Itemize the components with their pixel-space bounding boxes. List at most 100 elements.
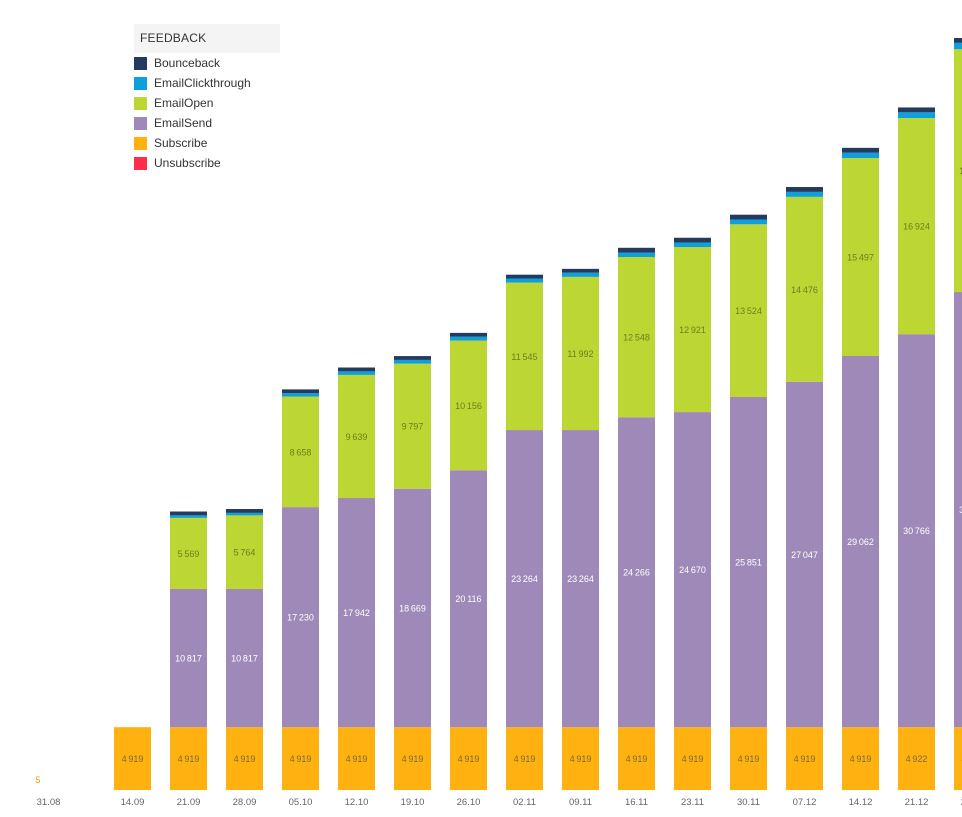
bar-segment-emailsend[interactable]	[338, 498, 375, 728]
bar-segment-subscribe[interactable]	[282, 727, 319, 790]
bar-segment-emailopen[interactable]	[730, 224, 767, 398]
bar-segment-emailopen[interactable]	[898, 118, 935, 335]
legend-item-emailopen[interactable]: EmailOpen	[134, 93, 280, 113]
x-tick-label: 26.10	[457, 797, 481, 808]
bar-segment-bounceback[interactable]	[506, 274, 543, 279]
bar-segment-bounceback[interactable]	[618, 247, 655, 253]
bar-segment-emailopen[interactable]	[674, 247, 711, 413]
bar-segment-emailopen[interactable]	[338, 374, 375, 499]
bar-segment-emailsend[interactable]	[282, 507, 319, 728]
bar-segment-emailsend[interactable]	[450, 470, 487, 728]
bar-segment-emailclickthrough[interactable]	[506, 278, 543, 283]
bar-segment-emailsend[interactable]	[730, 397, 767, 728]
legend-item-emailsend[interactable]: EmailSend	[134, 113, 280, 133]
x-tick-label: 28.12	[961, 797, 962, 808]
x-tick-label: 09.11	[569, 797, 592, 808]
bar-segment-emailsend[interactable]	[562, 430, 599, 728]
bar-segment-subscribe[interactable]	[170, 727, 207, 790]
bar-segment-bounceback[interactable]	[730, 214, 767, 220]
bar-segment-emailclickthrough[interactable]	[394, 359, 431, 364]
bar-segment-bounceback[interactable]	[898, 107, 935, 113]
bar-segment-bounceback[interactable]	[786, 187, 823, 192]
bar-segment-bounceback[interactable]	[394, 356, 431, 360]
bar-segment-subscribe[interactable]	[842, 727, 879, 790]
bar-segment-emailsend[interactable]	[506, 430, 543, 728]
bar-segment-subscribe[interactable]	[338, 727, 375, 790]
bar-segment-emailopen[interactable]	[170, 517, 207, 590]
bar-segment-emailsend[interactable]	[786, 381, 823, 728]
bar-segment-subscribe[interactable]	[562, 727, 599, 790]
bar-segment-emailopen[interactable]	[618, 256, 655, 418]
bar-segment-emailopen[interactable]	[506, 282, 543, 431]
bar-segment-emailclickthrough[interactable]	[170, 515, 207, 518]
bar-segment-emailsend[interactable]	[674, 412, 711, 728]
data-label-subscribe: 4 919	[458, 754, 480, 764]
bar-segment-bounceback[interactable]	[450, 332, 487, 337]
bar-segment-emailopen[interactable]	[562, 276, 599, 431]
bar-segment-emailsend[interactable]	[170, 589, 207, 728]
bar-segment-subscribe[interactable]	[730, 727, 767, 790]
x-tick-label: 05.10	[289, 797, 313, 808]
bar-segment-subscribe[interactable]	[394, 727, 431, 790]
bar-segment-subscribe[interactable]	[114, 727, 151, 790]
bar-segment-emailsend[interactable]	[226, 589, 263, 728]
data-label-emailopen: 13 524	[735, 306, 762, 316]
bar-segment-subscribe[interactable]	[954, 727, 962, 790]
legend-item-subscribe[interactable]: Subscribe	[134, 133, 280, 153]
bar-segment-bounceback[interactable]	[562, 268, 599, 273]
bar-segment-emailsend[interactable]	[618, 417, 655, 728]
bar-segment-emailclickthrough[interactable]	[338, 371, 375, 375]
bar-segment-emailclickthrough[interactable]	[674, 242, 711, 248]
bar-segment-emailopen[interactable]	[954, 49, 962, 293]
data-label-subscribe: 4 919	[178, 754, 200, 764]
bar-segment-emailsend[interactable]	[954, 292, 962, 728]
bar-segment-emailclickthrough[interactable]	[450, 336, 487, 341]
data-label-subscribe: 4 919	[682, 754, 704, 764]
bar-segment-emailopen[interactable]	[450, 340, 487, 471]
bar-segment-emailclickthrough[interactable]	[730, 219, 767, 225]
bar-segment-subscribe[interactable]	[786, 727, 823, 790]
bar-segment-emailopen[interactable]	[786, 196, 823, 382]
legend-item-unsubscribe[interactable]: Unsubscribe	[134, 153, 280, 173]
bar-segment-emailsend[interactable]	[842, 356, 879, 728]
bar-segment-subscribe[interactable]	[226, 727, 263, 790]
bar-segment-subscribe[interactable]	[898, 727, 935, 790]
bar-segment-emailclickthrough[interactable]	[786, 191, 823, 197]
bar-segment-bounceback[interactable]	[338, 367, 375, 372]
data-label-subscribe: 4 919	[402, 754, 424, 764]
data-label-emailsend: 24 266	[623, 568, 650, 578]
bar-segment-bounceback[interactable]	[170, 511, 207, 516]
bar-segment-subscribe[interactable]	[674, 727, 711, 790]
legend-item-emailclickthrough[interactable]: EmailClickthrough	[134, 73, 280, 93]
data-label-emailopen: 5 764	[234, 548, 256, 558]
data-label-emailopen: 11 992	[567, 349, 593, 359]
bar-segment-emailsend[interactable]	[394, 488, 431, 728]
bar-segment-bounceback[interactable]	[674, 237, 711, 243]
bar-segment-emailsend[interactable]	[898, 334, 935, 728]
data-label-emailsend: 30 766	[903, 526, 930, 536]
bar-segment-subscribe[interactable]	[618, 727, 655, 790]
bar-segment-emailclickthrough[interactable]	[954, 42, 962, 50]
bar-segment-bounceback[interactable]	[282, 389, 319, 394]
legend-swatch-unsubscribe	[134, 156, 147, 170]
bar-segment-subscribe[interactable]	[506, 727, 543, 790]
bar-segment-bounceback[interactable]	[954, 38, 962, 43]
bar-segment-emailopen[interactable]	[394, 363, 431, 489]
bar-segment-emailclickthrough[interactable]	[618, 252, 655, 257]
data-label-emailopen: 12 548	[623, 333, 650, 343]
bar-segment-subscribe[interactable]	[450, 727, 487, 790]
bar-segment-bounceback[interactable]	[842, 147, 879, 153]
bar-segment-bounceback[interactable]	[226, 509, 263, 513]
bar-segment-emailclickthrough[interactable]	[226, 512, 263, 516]
x-tick-label: 07.12	[793, 797, 817, 808]
bar-segment-emailclickthrough[interactable]	[562, 272, 599, 277]
bar-segment-emailclickthrough[interactable]	[842, 152, 879, 159]
bar-segment-emailopen[interactable]	[842, 158, 879, 357]
bar-segment-emailopen[interactable]	[282, 396, 319, 508]
bar-segment-emailclickthrough[interactable]	[898, 112, 935, 119]
bar-segment-emailopen[interactable]	[226, 515, 263, 590]
legend-item-bounceback[interactable]: Bounceback	[134, 53, 280, 73]
data-label-emailsend: 17 230	[287, 613, 314, 623]
data-label-emailsend: 20 116	[455, 594, 481, 604]
bar-segment-emailclickthrough[interactable]	[282, 393, 319, 397]
